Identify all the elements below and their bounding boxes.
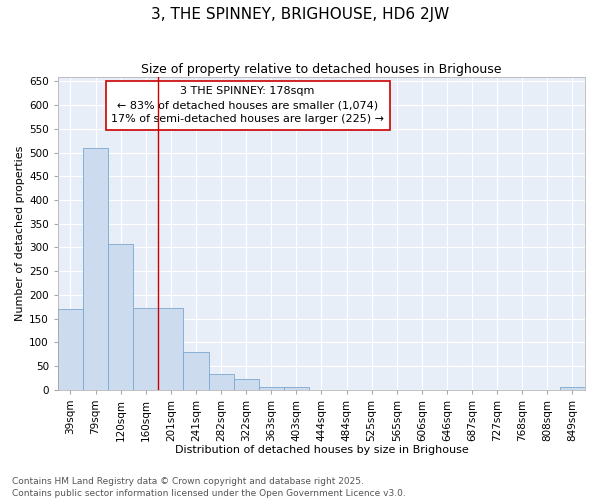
X-axis label: Distribution of detached houses by size in Brighouse: Distribution of detached houses by size …	[175, 445, 469, 455]
Bar	[108, 244, 133, 390]
Title: Size of property relative to detached houses in Brighouse: Size of property relative to detached ho…	[141, 62, 502, 76]
Bar	[259, 388, 284, 390]
Bar	[133, 308, 158, 390]
Bar	[209, 374, 233, 390]
Bar	[233, 379, 259, 390]
Text: 3, THE SPINNEY, BRIGHOUSE, HD6 2JW: 3, THE SPINNEY, BRIGHOUSE, HD6 2JW	[151, 8, 449, 22]
Bar	[284, 388, 309, 390]
Y-axis label: Number of detached properties: Number of detached properties	[15, 146, 25, 321]
Bar	[83, 148, 108, 390]
Bar	[58, 309, 83, 390]
Bar	[158, 308, 184, 390]
Bar	[560, 388, 585, 390]
Bar	[184, 352, 209, 390]
Text: 3 THE SPINNEY: 178sqm
← 83% of detached houses are smaller (1,074)
17% of semi-d: 3 THE SPINNEY: 178sqm ← 83% of detached …	[111, 86, 384, 124]
Text: Contains HM Land Registry data © Crown copyright and database right 2025.
Contai: Contains HM Land Registry data © Crown c…	[12, 476, 406, 498]
